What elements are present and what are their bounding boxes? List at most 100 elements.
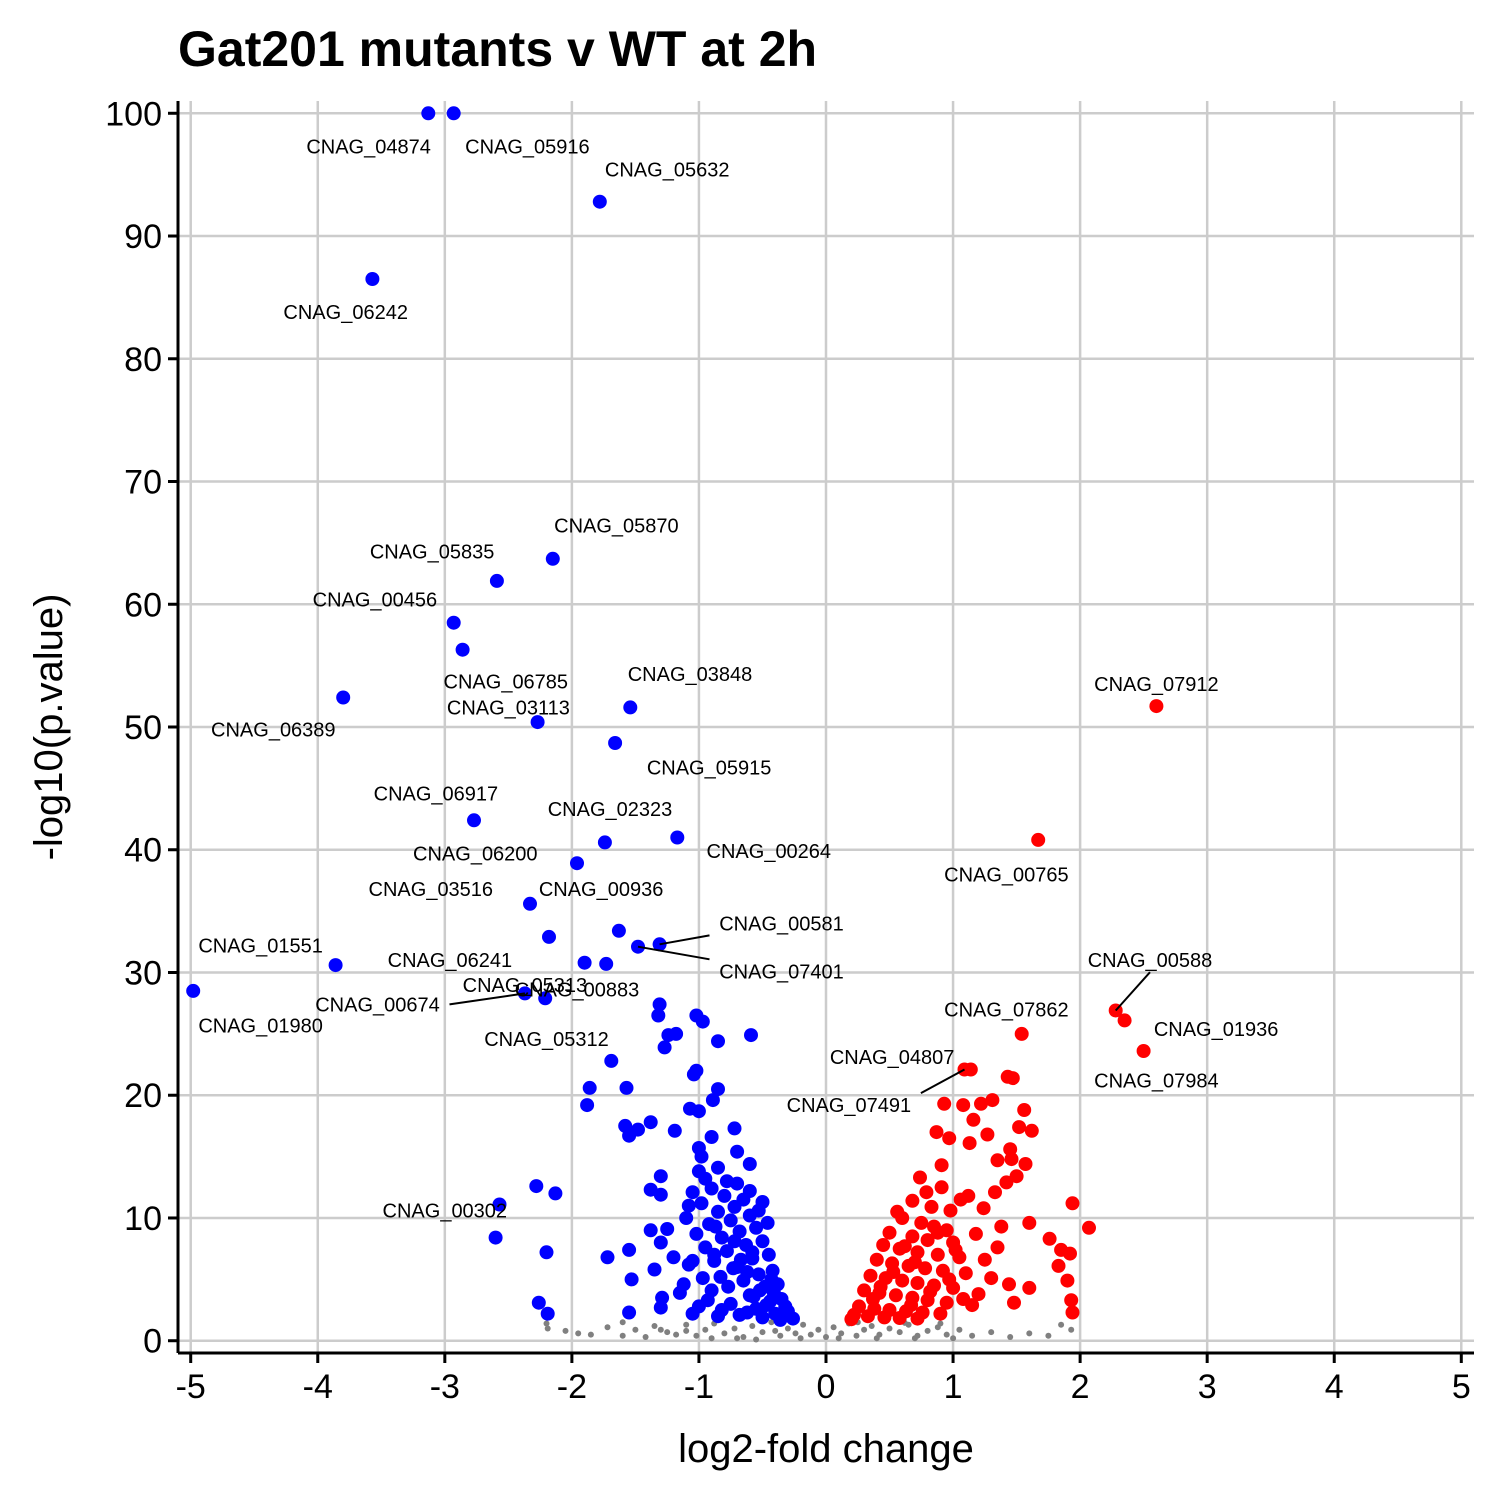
up-point [1060,1273,1075,1288]
x-tick-label: 5 [1452,1368,1471,1406]
down-point [751,1203,766,1218]
up-point [999,1175,1014,1190]
x-tick-label: 3 [1198,1368,1217,1406]
down-point [761,1247,776,1262]
gene-label: CNAG_05632 [605,160,730,182]
label-leader-lines [449,934,1151,1094]
down-point [742,1184,757,1198]
ns-point [619,1332,626,1339]
up-point [918,1261,933,1276]
gene-label: CNAG_06917 [374,783,499,805]
down-point [694,1149,709,1164]
up-point [977,1252,992,1267]
up-point [1024,1123,1039,1138]
down-point [657,1040,672,1055]
down-point [745,1245,760,1260]
down-point [714,1230,729,1245]
up-point [897,1239,912,1254]
y-axis-title: -log10(p.value) [27,594,71,861]
down-point [619,1080,634,1095]
ns-point [777,1332,784,1339]
gene-label: CNAG_00883 [515,980,640,1002]
down-point [695,1271,710,1286]
down-point [760,1215,775,1230]
gene-label: CNAG_00588 [1088,950,1213,972]
ns-point [800,1321,807,1328]
y-tick-label: 0 [143,1323,162,1361]
gene-label: CNAG_05915 [647,758,772,780]
down-point [786,1311,800,1326]
down-point [711,1204,725,1219]
down-point [529,1179,544,1194]
down-point [531,1295,546,1310]
y-tick-label: 30 [124,954,162,992]
ns-point [753,1336,760,1343]
ns-point [1058,1321,1065,1328]
gene-label: CNAG_00936 [539,879,664,901]
up-point [1002,1277,1016,1292]
up-point [860,1309,875,1324]
ns-point [708,1335,715,1342]
ns-point [896,1329,903,1336]
down-point [328,958,343,973]
up-point [943,1203,958,1218]
ns-point [619,1319,626,1326]
down-point [523,896,537,911]
ns-point [693,1332,700,1339]
gene-label: CNAG_00302 [383,1201,508,1223]
down-point [608,736,623,750]
up-point [956,1098,971,1113]
down-point [622,1242,637,1257]
down-point [540,1306,555,1321]
up-point [985,1093,1000,1108]
up-point [942,1131,957,1146]
down-point [538,991,553,1006]
down-point [582,1080,597,1095]
down-point [707,1247,722,1262]
gene-label: CNAG_05312 [484,1029,609,1051]
gene-label: CNAG_05870 [554,516,679,538]
ns-point [815,1326,822,1333]
gene-label: CNAG_04874 [306,136,431,158]
ns-point [702,1326,709,1333]
down-point [336,690,351,705]
up-point [877,1310,892,1325]
up-point [1004,1152,1019,1167]
x-tick-label: -5 [176,1368,206,1406]
up-point [1064,1293,1079,1308]
down-point [749,1220,764,1235]
up-point [988,1185,1002,1200]
x-tick-label: -1 [684,1368,714,1406]
down-point [744,1028,758,1043]
up-point [990,1240,1005,1255]
ns-point [797,1335,804,1342]
up-point [907,1255,922,1270]
down-point [570,856,584,871]
down-point [730,1176,745,1191]
ns-point [873,1335,880,1342]
down-point [577,955,592,970]
ns-point [861,1326,868,1333]
gene-label: CNAG_05313 [463,975,588,997]
down-point [764,1272,779,1287]
y-tick-label: 10 [124,1200,162,1238]
up-point [1012,1120,1027,1135]
x-tick-label: 0 [817,1368,836,1406]
up-point [962,1136,977,1151]
ns-point [943,1331,950,1338]
ns-point [1007,1334,1014,1340]
down-point [624,1272,639,1287]
down-point [695,1014,710,1029]
down-point [623,700,638,715]
gene-label: CNAG_01551 [198,936,323,958]
y-tick-label: 90 [124,218,162,256]
ns-point [868,1323,875,1329]
ns-point [664,1329,671,1336]
gene-label: CNAG_05916 [465,136,590,158]
gene-label: CNAG_07401 [719,961,844,983]
down-point [622,1128,637,1143]
ns-point [632,1326,639,1333]
down-point [681,1257,696,1272]
up-point [1009,1169,1024,1184]
up-point [1051,1258,1066,1273]
